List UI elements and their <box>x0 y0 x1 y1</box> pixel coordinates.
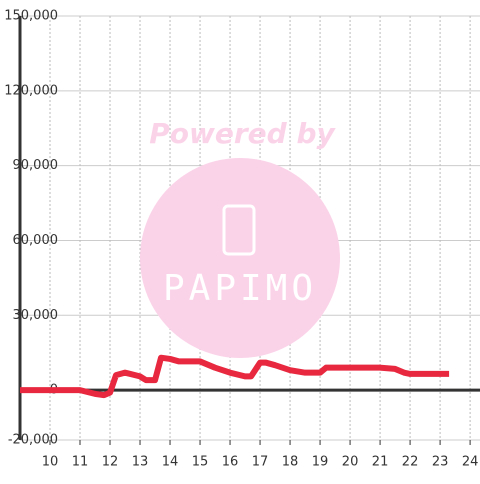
y-tick-label: 120,000 <box>4 83 58 98</box>
x-tick-label: 12 <box>102 455 119 470</box>
x-tick-label: 17 <box>252 455 269 470</box>
x-tick-label: 10 <box>42 455 59 470</box>
watermark: Powered by PAPIMO <box>140 117 340 358</box>
x-tick-label: 23 <box>432 455 449 470</box>
watermark-logo: PAPIMO <box>163 268 317 309</box>
x-tick-label: 15 <box>192 455 209 470</box>
y-tick-label: 30,000 <box>13 308 59 323</box>
data-line <box>20 354 450 399</box>
x-tick-label: 24 <box>462 455 479 470</box>
x-tick-label: 18 <box>282 455 299 470</box>
watermark-phone <box>222 204 256 256</box>
y-tick-label: 60,000 <box>13 233 59 248</box>
x-tick-label: 19 <box>312 455 329 470</box>
y-tick-label: 90,000 <box>13 158 59 173</box>
x-tick-label: 13 <box>132 455 149 470</box>
x-tick-label: 22 <box>402 455 419 470</box>
watermark-text: Powered by <box>149 117 336 150</box>
x-tick-label: 20 <box>342 455 359 470</box>
x-tick-label: 16 <box>222 455 239 470</box>
x-tick-label: 21 <box>372 455 389 470</box>
x-tick-label: 11 <box>72 455 89 470</box>
x-tick-label: 14 <box>162 455 179 470</box>
watermark-circle <box>140 158 340 358</box>
y-tick-label: 150,000 <box>4 9 58 24</box>
